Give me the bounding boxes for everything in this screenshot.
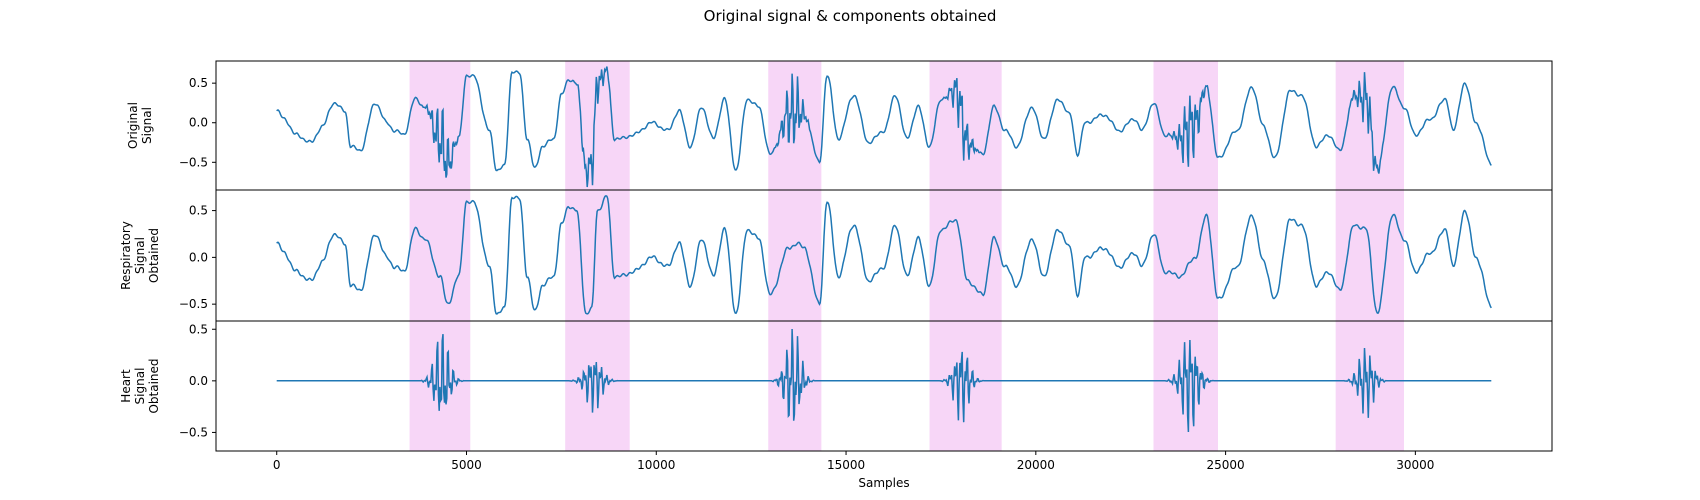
subplot-2: 0.5 0.0 −0.5 RespiratorySignalObtained xyxy=(119,189,1553,322)
x-tick-label: 10000 xyxy=(637,458,675,472)
x-tick-label: 0 xyxy=(273,458,281,472)
y-axis-label-2: RespiratorySignalObtained xyxy=(119,221,161,290)
signal-line-2 xyxy=(276,195,1492,315)
highlight-region-4 xyxy=(929,190,1002,321)
y-axis-label-line: Original xyxy=(126,102,140,149)
highlight-region-6 xyxy=(1335,61,1404,190)
y-axis-label-line: Heart xyxy=(119,369,133,403)
y-tick-label: −0.5 xyxy=(179,297,208,311)
y-tick-label: 0.0 xyxy=(189,250,208,264)
x-axis-ticks: 0 5000 10000 15000 20000 25000 30000 xyxy=(273,451,1434,472)
x-tick-label: 30000 xyxy=(1396,458,1434,472)
figure-title: Original signal & components obtained xyxy=(704,7,997,25)
y-axis-label-line: Signal xyxy=(133,237,147,274)
subplots: 0.50.0−0.5OriginalSignal0.50.0−0.5Respir… xyxy=(119,60,1553,452)
highlight-region-5 xyxy=(1153,321,1218,451)
subplot-1: 0.5 0.0 −0.5 OriginalSignal xyxy=(126,60,1553,191)
highlight-region-5 xyxy=(1153,190,1218,321)
highlight-region-1 xyxy=(409,61,471,190)
highlight-region-4 xyxy=(929,61,1002,190)
x-axis-label: Samples xyxy=(858,476,909,490)
signal-line-1 xyxy=(276,66,1492,188)
y-tick-label: 0.0 xyxy=(189,116,208,130)
y-axis-label-line: Signal xyxy=(140,107,154,144)
y-axis-label-line: Obtained xyxy=(147,228,161,283)
y-axis-label-1: OriginalSignal xyxy=(126,102,154,149)
axes-frame-3 xyxy=(215,320,1553,452)
highlight-region-1 xyxy=(409,190,471,321)
y-axis-label-line: Obtained xyxy=(147,358,161,413)
y-tick-label: 0.5 xyxy=(189,322,208,336)
y-axis-label-line: Signal xyxy=(133,368,147,405)
y-tick-label: 0.0 xyxy=(189,374,208,388)
x-tick-label: 20000 xyxy=(1017,458,1055,472)
y-tick-label: 0.5 xyxy=(189,204,208,218)
highlight-region-1 xyxy=(409,321,471,451)
y-tick-label: −0.5 xyxy=(179,425,208,439)
highlight-region-2 xyxy=(565,61,630,190)
highlight-region-3 xyxy=(768,190,822,321)
signal-line-3 xyxy=(276,328,1492,433)
y-axis-label-3: HeartSignalObtained xyxy=(119,358,161,413)
x-tick-label: 15000 xyxy=(827,458,865,472)
y-axis-label-line: Respiratory xyxy=(119,221,133,290)
highlight-region-4 xyxy=(929,321,1002,451)
x-tick-label: 5000 xyxy=(451,458,482,472)
subplot-3: 0.5 0.0 −0.5 HeartSignalObtained xyxy=(119,320,1553,452)
x-tick-label: 25000 xyxy=(1206,458,1244,472)
y-tick-label: −0.5 xyxy=(179,155,208,169)
y-tick-label: 0.5 xyxy=(189,76,208,90)
